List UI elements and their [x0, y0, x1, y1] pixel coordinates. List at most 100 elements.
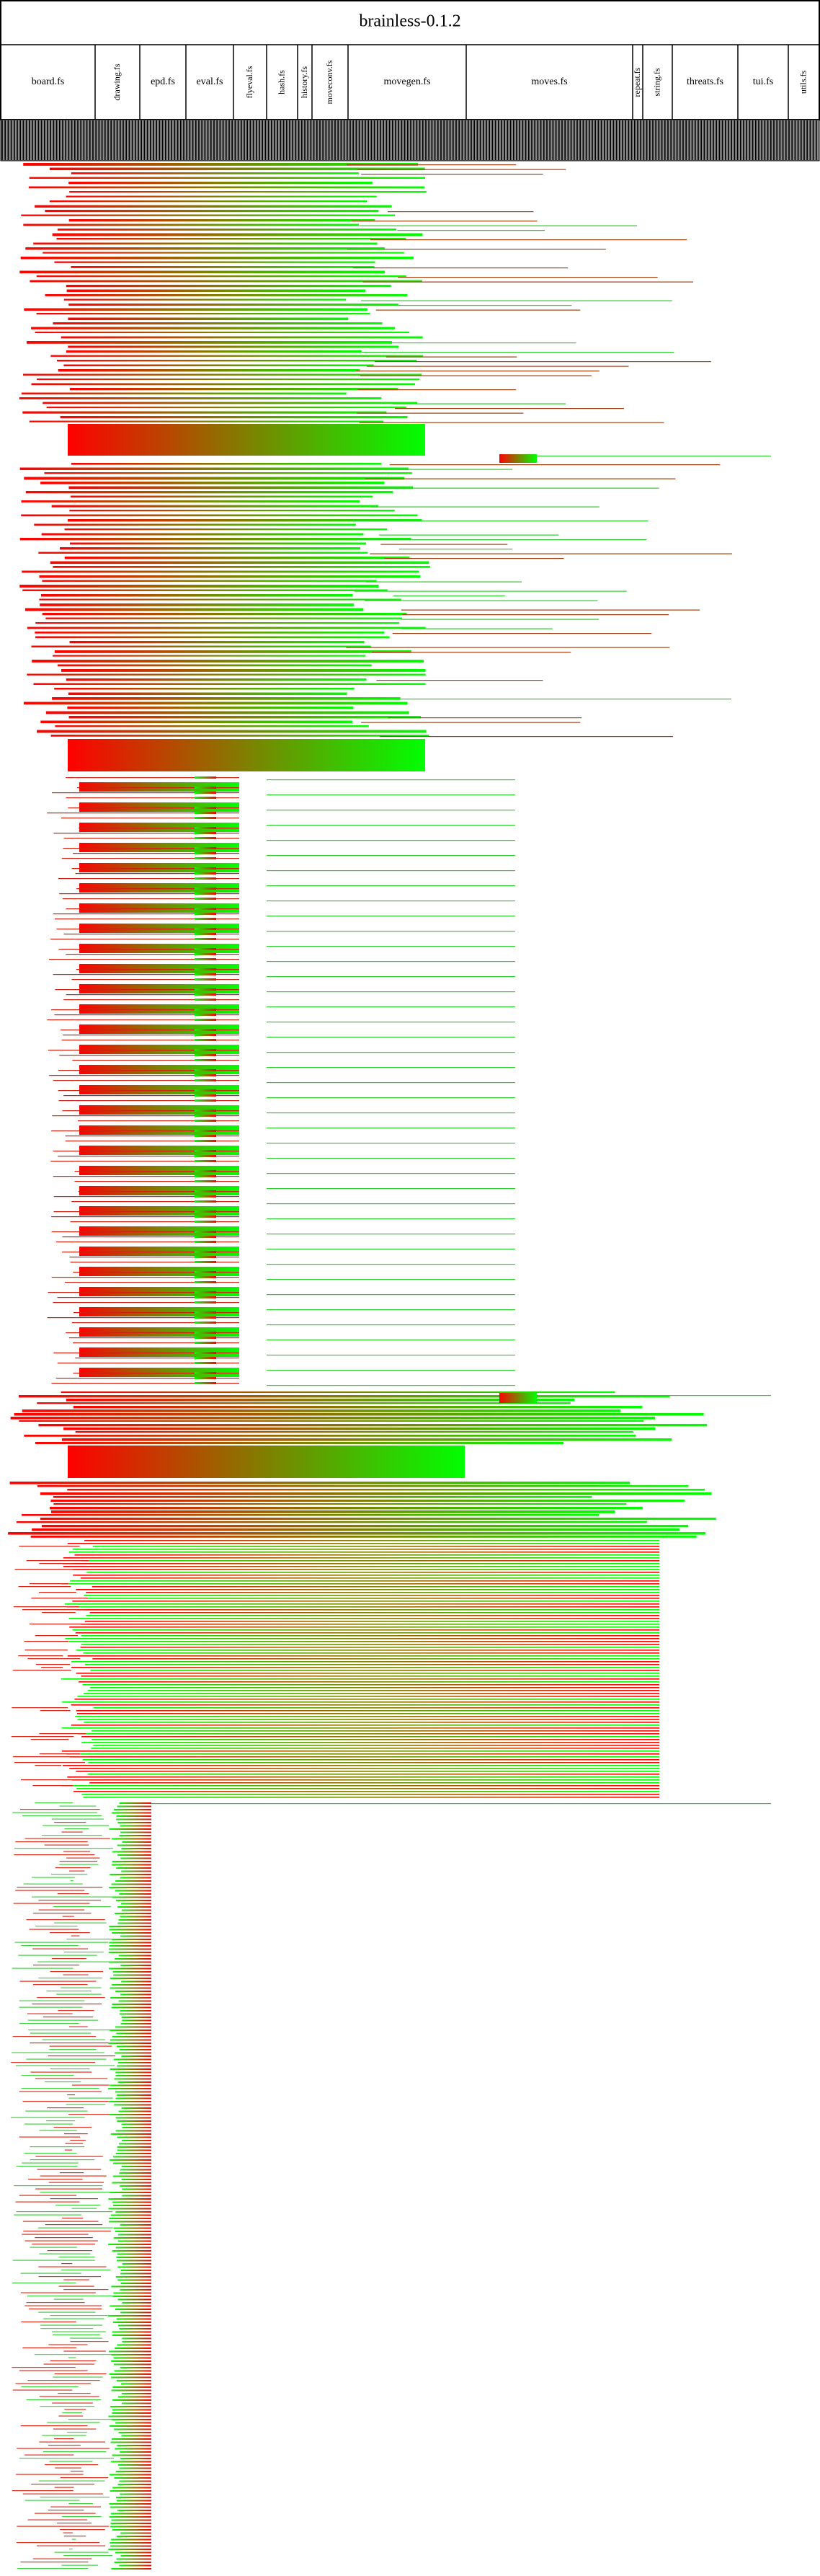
dependency-bar — [195, 1332, 216, 1334]
dependency-line — [17, 2568, 89, 2570]
dependency-bar — [63, 1557, 660, 1559]
dependency-line — [29, 1583, 68, 1585]
dependency-line — [19, 1980, 97, 1982]
dependency-bar — [195, 1135, 216, 1137]
dependency-line — [267, 1324, 515, 1326]
dependency-line — [66, 777, 239, 779]
dependency-bar — [61, 669, 426, 672]
dependency-line — [14, 2214, 81, 2216]
dependency-bar — [117, 2344, 151, 2346]
dependency-bar — [68, 317, 349, 321]
dependency-line — [537, 1395, 771, 1397]
dependency-bar — [33, 683, 426, 685]
dependency-bar — [79, 883, 239, 893]
dependency-line — [44, 1844, 89, 1846]
dependency-line — [267, 1006, 515, 1008]
dependency-bar — [37, 1485, 689, 1487]
dependency-bar — [80, 1647, 660, 1648]
dependency-bar — [71, 1725, 660, 1726]
dependency-line — [59, 893, 239, 895]
dependency-bar — [195, 1079, 216, 1081]
dependency-bar — [57, 664, 372, 667]
dependency-bar — [79, 1186, 239, 1195]
dependency-bar — [84, 1664, 660, 1665]
dependency-bar — [68, 424, 425, 456]
dependency-line — [42, 1612, 76, 1614]
dependency-line — [58, 949, 240, 950]
dependency-bar — [117, 2062, 151, 2063]
dependency-line — [40, 2175, 107, 2177]
dependency-line — [66, 2104, 106, 2105]
dependency-bar — [121, 1848, 151, 1849]
dependency-bar — [120, 1857, 151, 1859]
dependency-bar — [121, 2123, 151, 2125]
dependency-bar — [195, 817, 216, 819]
dependency-bar — [108, 2244, 151, 2245]
dependency-bar — [119, 2049, 151, 2050]
dependency-bar — [195, 1210, 216, 1213]
dependency-bar — [29, 420, 384, 422]
dependency-line — [59, 1805, 97, 1807]
dependency-bar — [195, 1029, 216, 1031]
dependency-bar — [73, 1575, 659, 1576]
dependency-bar — [110, 1987, 151, 1989]
column-label: repeat.fs — [632, 67, 642, 97]
dependency-bar — [64, 1603, 660, 1605]
dependency-bar — [79, 1125, 239, 1135]
dependency-line — [51, 1130, 240, 1132]
dependency-bar — [109, 2516, 151, 2518]
dependency-bar — [110, 2542, 151, 2544]
dependency-bar — [110, 2506, 151, 2508]
dependency-bar — [195, 1337, 216, 1339]
dependency-line — [40, 2406, 95, 2407]
dependency-line — [39, 2396, 99, 2397]
dependency-line — [68, 2503, 94, 2505]
dependency-bar — [110, 2425, 151, 2427]
dependency-line — [21, 1945, 79, 1947]
dependency-bar — [61, 1438, 672, 1441]
dependency-bar — [41, 1525, 689, 1528]
dependency-bar — [112, 2386, 151, 2388]
dependency-bar — [115, 2153, 151, 2154]
dependency-bar — [24, 608, 364, 611]
dependency-bar — [31, 327, 396, 329]
dependency-bar — [195, 1089, 216, 1092]
dependency-bar — [195, 898, 216, 900]
dependency-bar — [117, 2266, 151, 2268]
dependency-line — [267, 1294, 515, 1296]
dependency-line — [384, 558, 564, 559]
dependency-bar — [116, 2257, 151, 2258]
dependency-line — [59, 1861, 98, 1862]
dependency-bar — [77, 1719, 659, 1720]
dependency-bar — [115, 1991, 151, 1992]
dependency-line — [16, 2474, 84, 2475]
dependency-bar — [81, 1560, 660, 1562]
dependency-bar — [79, 1267, 239, 1276]
dependency-bar — [82, 1759, 659, 1761]
dependency-line — [47, 1019, 240, 1021]
dependency-line — [30, 2159, 95, 2161]
dependency-bar — [25, 247, 385, 250]
dependency-bar — [79, 1206, 239, 1216]
dependency-line — [63, 2289, 109, 2290]
dependency-line — [61, 2263, 73, 2265]
dependency-bar — [110, 2513, 151, 2515]
dependency-bar — [120, 2311, 151, 2314]
dependency-bar — [195, 1115, 216, 1117]
dependency-bar — [195, 1039, 216, 1041]
dependency-line — [63, 1851, 91, 1852]
dependency-line — [49, 959, 239, 960]
dependency-bar — [120, 1825, 151, 1827]
dependency-bar — [110, 2030, 151, 2031]
dependency-line — [11, 1736, 74, 1738]
dependency-bar — [122, 2019, 151, 2022]
dependency-bar — [49, 167, 425, 171]
dependency-bar — [35, 636, 390, 639]
dependency-bar — [109, 2503, 151, 2505]
dependency-bar — [195, 1195, 216, 1198]
dependency-bar — [65, 1638, 660, 1639]
dependency-line — [267, 1264, 515, 1265]
dependency-line — [26, 1919, 105, 1921]
dependency-bar — [120, 2289, 151, 2290]
dependency-bar — [115, 2071, 151, 2073]
